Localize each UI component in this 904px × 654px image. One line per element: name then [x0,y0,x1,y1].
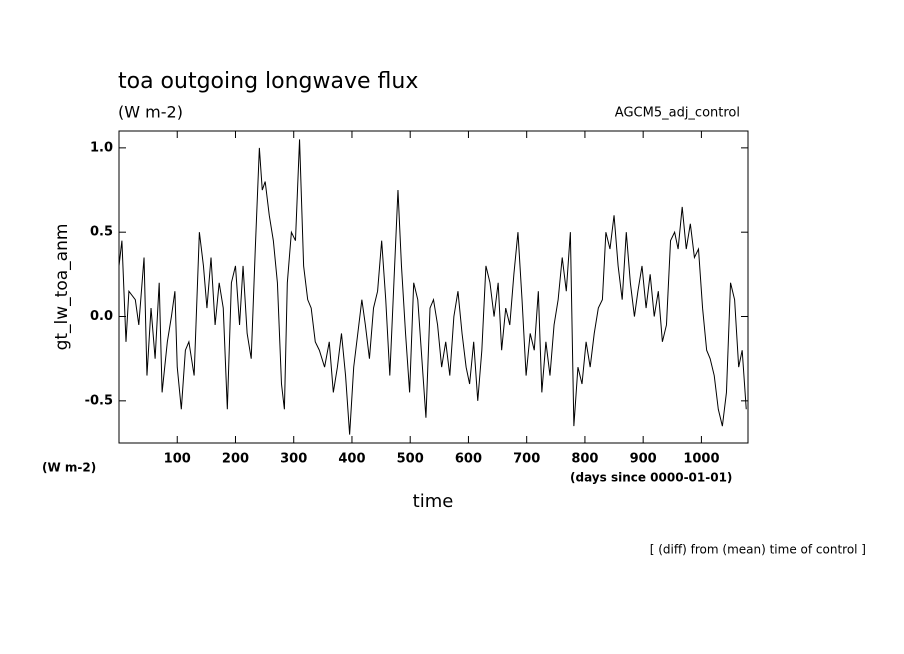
chart-subtitle: (W m-2) [118,103,183,122]
x-tick-label: 1000 [683,452,719,467]
annotation: AGCM5_adj_control [615,106,740,121]
y-tick-label: 0.0 [90,309,113,324]
y-tick-label: -0.5 [85,393,113,408]
x-tick-label: 500 [397,452,424,467]
x-tick-label: 200 [222,452,249,467]
y-unit: (W m-2) [42,461,96,475]
footnote: [ (diff) from (mean) time of control ] [650,543,866,557]
plot-frame [118,130,749,444]
x-tick-label: 100 [164,452,191,467]
data-line [118,139,747,435]
x-axis-label: time [413,491,454,512]
x-tick-label: 800 [571,452,598,467]
x-tick-label: 600 [455,452,482,467]
y-tick-label: 0.5 [90,225,113,240]
y-tick-label: 1.0 [90,140,113,155]
x-tick-label: 700 [513,452,540,467]
x-tick-label: 300 [280,452,307,467]
y-axis-label: gt_lw_toa_anm [52,224,72,351]
chart-title: toa outgoing longwave flux [118,69,418,94]
x-tick-label: 900 [630,452,657,467]
x-tick-label: 400 [338,452,365,467]
x-unit: (days since 0000-01-01) [570,471,732,485]
